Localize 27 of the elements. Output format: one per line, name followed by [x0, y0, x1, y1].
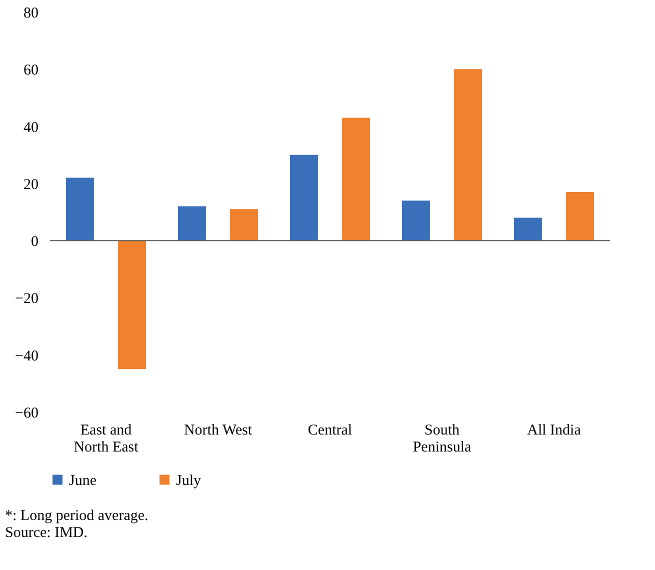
bar	[454, 69, 482, 241]
x-tick-label: All India	[527, 422, 582, 438]
x-tick-label: Central	[308, 422, 352, 438]
bar	[342, 118, 370, 241]
bar	[566, 192, 594, 241]
bar	[290, 154, 318, 241]
y-tick-label: 0	[31, 234, 38, 250]
x-tick-label: South Peninsula	[412, 422, 472, 456]
y-tick-label: 60	[24, 62, 38, 79]
legend-label: July	[176, 472, 202, 489]
bar	[230, 209, 258, 241]
y-tick-label: −20	[15, 291, 38, 308]
bar	[402, 200, 430, 241]
y-tick-label: 40	[24, 120, 38, 136]
bar	[514, 218, 542, 241]
bar	[178, 206, 206, 241]
legend-label: June	[69, 472, 97, 489]
bar	[66, 178, 94, 241]
y-tick-label: −40	[15, 348, 38, 364]
source-note: Source: IMD.	[5, 525, 88, 541]
y-tick-label: 80	[24, 6, 38, 22]
bar	[118, 240, 146, 370]
y-tick-label: 20	[24, 176, 38, 193]
y-tick-label: −60	[15, 406, 38, 422]
text: *: Long period average.	[5, 508, 148, 524]
x-tick-label: East and North East	[74, 422, 140, 456]
x-tick-label: North West	[184, 422, 253, 438]
